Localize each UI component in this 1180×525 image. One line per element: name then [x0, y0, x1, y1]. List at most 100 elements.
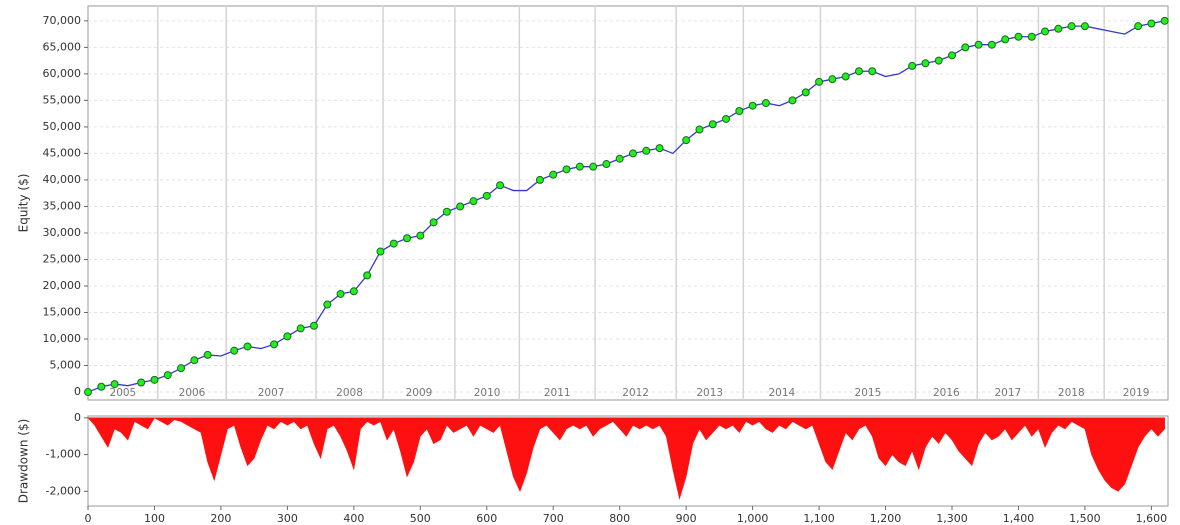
drawdown-area [87, 417, 1165, 500]
y-tick-label: 55,000 [43, 93, 82, 106]
y-tick-label: 25,000 [43, 252, 82, 265]
x-tick-label: 800 [609, 512, 630, 525]
x-tick-label: 1,300 [936, 512, 968, 525]
new-high-marker [948, 51, 956, 60]
x-tick-label: 1,500 [1069, 512, 1101, 525]
new-high-marker [1067, 22, 1076, 31]
x-tick-label: 1,400 [1003, 512, 1035, 525]
x-tick-label: 1,600 [1136, 512, 1168, 525]
new-high-marker [854, 67, 863, 76]
y-tick-label: 45,000 [43, 146, 82, 159]
new-high-marker [230, 346, 239, 355]
new-high-marker [1160, 16, 1169, 25]
new-high-marker [1027, 32, 1036, 41]
new-high-marker [177, 364, 186, 373]
new-high-marker [349, 287, 358, 296]
new-high-marker [163, 371, 172, 380]
new-high-marker [296, 324, 305, 333]
y-tick-label: 0 [74, 385, 81, 398]
x-tick-label: 700 [543, 512, 564, 525]
x-tick-label: 1,100 [803, 512, 835, 525]
new-high-marker [137, 378, 146, 387]
new-high-marker [456, 202, 465, 211]
year-label: 2014 [768, 387, 795, 399]
new-high-marker [735, 106, 744, 115]
new-high-marker [987, 40, 996, 49]
new-high-marker [1134, 22, 1143, 31]
new-high-marker [655, 144, 664, 153]
new-high-marker [682, 136, 691, 145]
y-tick-label: -1,000 [46, 448, 81, 461]
y-tick-label: 50,000 [43, 120, 82, 133]
year-label: 2011 [544, 387, 571, 399]
year-label: 2016 [933, 387, 960, 399]
new-high-marker [695, 125, 704, 134]
equity-line [87, 20, 1165, 393]
new-high-marker [535, 175, 544, 184]
new-high-marker [828, 75, 837, 84]
new-high-marker [1001, 35, 1010, 44]
new-high-marker [1147, 19, 1156, 28]
new-high-marker [496, 181, 505, 190]
new-high-marker [309, 321, 318, 330]
new-high-marker [642, 146, 651, 155]
x-tick-label: 1,200 [870, 512, 902, 525]
new-high-marker [974, 40, 983, 49]
new-high-marker [841, 72, 850, 81]
y-tick-label: 20,000 [43, 279, 82, 292]
y-tick-label: -2,000 [46, 484, 81, 497]
new-high-marker [97, 382, 106, 391]
new-high-marker [815, 77, 824, 86]
drawdown-axis-label: Drawdown ($) [17, 419, 31, 504]
new-high-marker [323, 300, 332, 309]
new-high-marker [589, 162, 598, 171]
new-high-marker [549, 170, 558, 179]
year-label: 2007 [258, 387, 285, 399]
year-label: 2017 [994, 387, 1021, 399]
new-high-marker [961, 43, 970, 52]
new-high-marker [748, 101, 757, 110]
new-high-marker [416, 231, 425, 240]
new-high-marker [708, 120, 717, 129]
new-high-marker [934, 56, 943, 65]
new-high-marker [403, 234, 412, 243]
x-tick-label: 300 [277, 512, 298, 525]
new-high-marker [868, 67, 877, 76]
new-high-marker [389, 239, 398, 248]
year-label: 2010 [474, 387, 501, 399]
new-high-marker [203, 350, 212, 359]
year-label: 2013 [696, 387, 723, 399]
y-tick-label: 10,000 [43, 332, 82, 345]
year-label: 2019 [1123, 387, 1150, 399]
year-label: 2018 [1058, 387, 1085, 399]
year-label: 2015 [855, 387, 882, 399]
year-label: 2009 [406, 387, 433, 399]
new-high-marker [575, 162, 584, 171]
new-high-marker [376, 247, 385, 256]
new-high-marker [921, 59, 930, 68]
y-tick-label: 65,000 [43, 40, 82, 53]
year-label: 2012 [622, 387, 649, 399]
new-high-marker [469, 197, 478, 206]
x-tick-label: 900 [676, 512, 697, 525]
y-tick-label: 30,000 [43, 226, 82, 239]
x-tick-label: 1,000 [737, 512, 769, 525]
new-high-marker [1014, 32, 1023, 41]
x-tick-label: 100 [144, 512, 165, 525]
y-tick-label: 60,000 [43, 67, 82, 80]
new-high-marker [363, 271, 372, 280]
new-high-marker [908, 61, 917, 70]
new-high-marker [602, 160, 611, 169]
year-label: 2008 [336, 387, 363, 399]
new-high-marker [336, 289, 345, 298]
new-high-marker [1054, 24, 1063, 33]
new-high-marker [801, 88, 810, 97]
x-tick-label: 400 [343, 512, 364, 525]
new-high-marker [190, 356, 199, 365]
new-high-marker [442, 207, 451, 216]
new-high-marker [562, 165, 571, 174]
y-tick-label: 5,000 [50, 359, 82, 372]
y-tick-label: 40,000 [43, 173, 82, 186]
